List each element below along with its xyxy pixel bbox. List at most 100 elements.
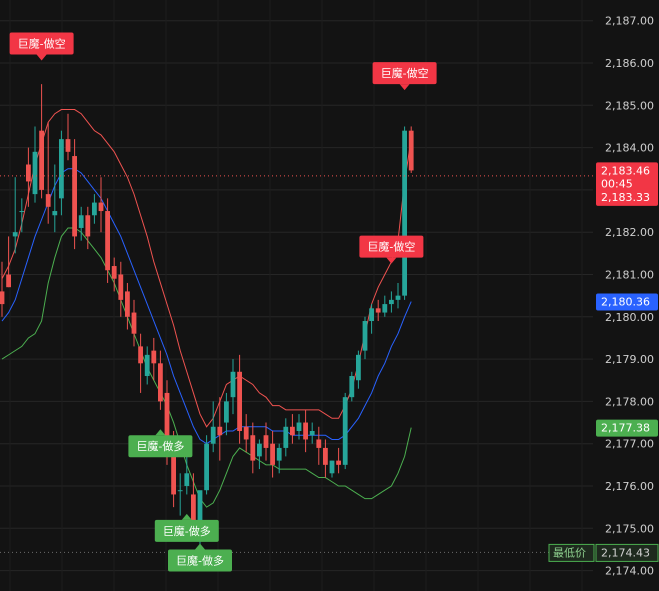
grid-lines (0, 20, 593, 572)
lowest-value-bg (595, 543, 659, 562)
y-tick-label: 2,180.00 (605, 311, 654, 324)
signal-tag-label: 巨魔-做多 (136, 439, 184, 453)
band-value-tag: 2,177.38 (596, 419, 658, 437)
candle-body (59, 139, 64, 199)
candle-body (6, 274, 11, 288)
candle-body (408, 130, 414, 171)
band-value-tag: 2,180.36 (596, 293, 658, 311)
candle-body (144, 354, 150, 377)
signal-tag-label: 巨魔-做空 (367, 240, 415, 254)
sub-price-tag: 2,183.33 (596, 188, 658, 206)
y-tick-label: 2,186.00 (605, 57, 654, 70)
candle-body (85, 215, 91, 237)
candle-body (105, 211, 110, 271)
candle-body (356, 354, 361, 381)
candle-body (237, 371, 242, 431)
signal-tag-label: 巨魔-做空 (18, 37, 66, 51)
signal-tag-label: 巨魔-做多 (176, 553, 224, 567)
candle-body (39, 130, 44, 190)
band-value-tag-text: 2,180.36 (601, 296, 650, 309)
signal-tag-label: 巨魔-做空 (381, 66, 429, 80)
price-axis[interactable]: 2,187.002,186.002,185.002,184.002,183.00… (548, 15, 659, 578)
candle-body (362, 321, 368, 351)
y-tick-label: 2,175.00 (605, 522, 654, 535)
sell-signal-tag: 巨魔-做空 (9, 32, 74, 61)
candle-body (197, 490, 203, 529)
current-price-tag-text: 00:45 (601, 177, 633, 190)
y-tick-label: 2,187.00 (605, 15, 654, 28)
candles (0, 84, 414, 546)
band-middle (1, 168, 412, 445)
signal-tag-bg (372, 62, 437, 85)
candle-body (402, 130, 407, 296)
current-price-tag-text: 2,183.46 (601, 164, 650, 177)
candle-body (243, 426, 249, 440)
candle-body (0, 291, 5, 305)
y-tick-label: 2,177.00 (605, 438, 654, 451)
signal-tag-pointer (181, 513, 192, 520)
candle-body (164, 392, 170, 448)
candle-body (283, 426, 289, 448)
signal-tag-pointer (36, 54, 47, 61)
signal-tag-bg (168, 549, 232, 572)
candle-body (303, 422, 308, 440)
candle-body (19, 211, 25, 213)
candle-body (177, 490, 183, 492)
candle-body (224, 401, 229, 423)
signal-tag-label: 巨魔-做多 (163, 524, 211, 538)
y-tick-label: 2,184.00 (605, 142, 654, 155)
candle-body (158, 363, 163, 402)
candle-body (111, 266, 117, 279)
candle-body (125, 291, 130, 317)
candle-body (26, 164, 31, 182)
candle-body (375, 308, 381, 313)
candle-body (12, 232, 18, 237)
candle-body (395, 295, 401, 300)
signal-tag-bg (359, 235, 424, 258)
candle-body (210, 426, 216, 444)
candle-body (349, 376, 355, 398)
candle-body (230, 371, 236, 398)
signal-tag-bg (154, 519, 219, 542)
lowest-title-bg (548, 543, 595, 562)
buy-signal-tag: 巨魔-做多 (154, 513, 219, 542)
y-tick-label: 2,176.00 (605, 480, 654, 493)
candle-body (296, 422, 302, 431)
candle-body (171, 439, 176, 495)
candle-body (290, 426, 295, 436)
sell-signal-tag: 巨魔-做空 (359, 235, 424, 264)
candle-body (52, 211, 58, 216)
candle-body (98, 202, 104, 212)
candle-body (191, 494, 196, 525)
candle-body (342, 397, 348, 465)
candle-body (131, 312, 137, 334)
signal-tag-bg (128, 435, 193, 458)
candle-body (316, 439, 322, 448)
signal-tag-pointer (386, 257, 397, 264)
candle-body (204, 443, 209, 491)
candle-body (118, 274, 124, 300)
candle-body (309, 431, 315, 436)
candle-body (151, 350, 157, 364)
sub-price-tag-text: 2,183.33 (601, 191, 650, 204)
candle-body (92, 202, 97, 216)
lowest-title: 最低价 (553, 546, 586, 559)
candle-body (184, 473, 190, 486)
candle-body (323, 447, 328, 465)
current-price-tag-bg (596, 162, 658, 193)
band-value-tag-text: 2,177.38 (601, 422, 650, 435)
y-tick-label: 2,178.00 (605, 395, 654, 408)
signal-tag-pointer (195, 543, 205, 550)
candle-body (329, 460, 335, 474)
lowest-price-tag: 最低价 2,174.43 (548, 543, 659, 562)
candle-body (389, 299, 394, 305)
lowest-value: 2,174.43 (601, 546, 650, 559)
candle-body (65, 139, 71, 152)
buy-signal-tag: 巨魔-做多 (128, 429, 193, 458)
band-value-tag-bg (596, 419, 658, 437)
sell-signal-tag: 巨魔-做空 (372, 62, 437, 91)
candle-body (78, 215, 84, 228)
candle-body (217, 426, 223, 436)
